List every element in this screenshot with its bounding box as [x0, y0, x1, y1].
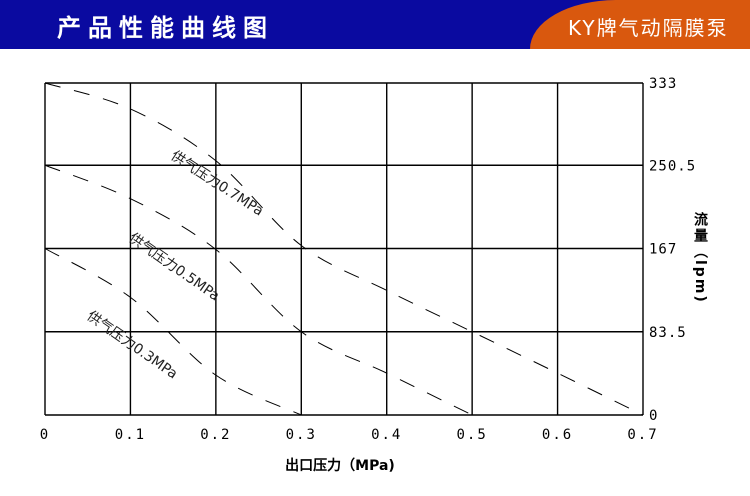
y-axis-label: 流量（lpm)	[692, 211, 709, 303]
brand-label: KY牌气动隔膜泵	[568, 16, 729, 40]
x-tick-label: 0.7	[627, 427, 658, 443]
header-bar: 产品性能曲线图 KY牌气动隔膜泵	[0, 0, 750, 49]
x-tick-label: 0	[40, 427, 50, 443]
x-tick-label: 0.6	[542, 427, 573, 443]
x-tick-label: 0.4	[371, 427, 402, 443]
series-line	[44, 82, 644, 416]
page-title: 产品性能曲线图	[57, 14, 274, 42]
y-tick-label: 333	[649, 76, 677, 92]
y-tick-label: 250.5	[649, 158, 696, 174]
x-tick-label: 0.5	[456, 427, 487, 443]
x-axis-label: 出口压力（MPa)	[285, 457, 395, 474]
y-tick-label: 0	[649, 408, 658, 424]
brand-banner	[530, 0, 750, 49]
series-line	[44, 164, 473, 416]
x-tick-label: 0.3	[286, 427, 317, 443]
series-label: 供气压力0.3MPa	[84, 308, 181, 382]
x-tick-label: 0.2	[200, 427, 231, 443]
series-line	[44, 248, 302, 416]
series-label: 供气压力0.5MPa	[126, 230, 223, 304]
y-tick-label: 83.5	[649, 325, 687, 341]
y-tick-label: 167	[649, 242, 677, 258]
series-label: 供气压力0.7MPa	[168, 148, 266, 220]
x-tick-label: 0.1	[115, 427, 146, 443]
